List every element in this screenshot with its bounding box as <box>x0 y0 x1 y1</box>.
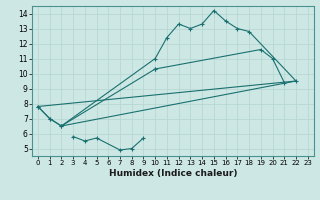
X-axis label: Humidex (Indice chaleur): Humidex (Indice chaleur) <box>108 169 237 178</box>
